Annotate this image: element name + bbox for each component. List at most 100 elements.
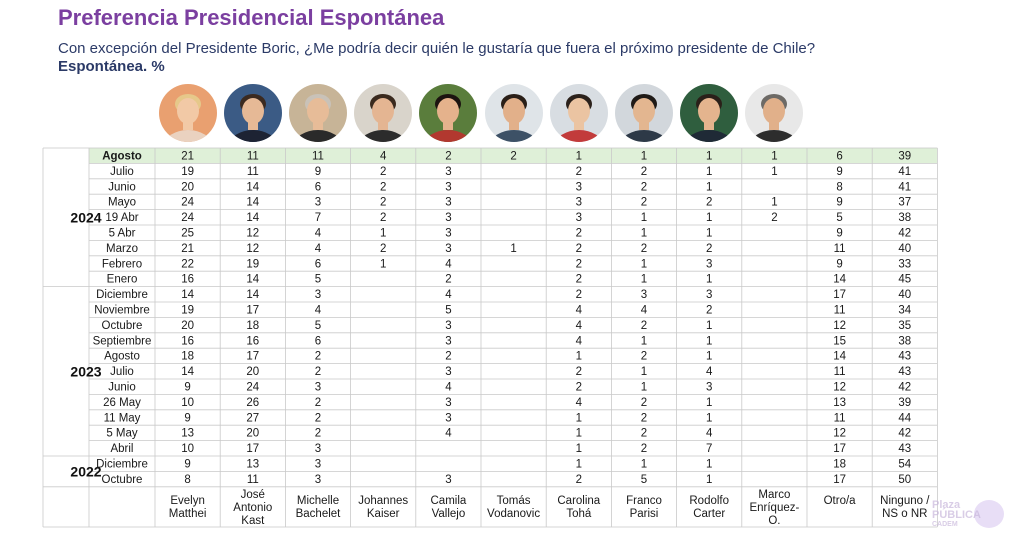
year-label-2022: 2022: [70, 463, 101, 479]
table-cell: 1: [641, 366, 647, 378]
row-label: 19 Abr: [105, 212, 138, 224]
column-label: Ninguno /: [880, 495, 930, 507]
table-cell: 4: [315, 228, 322, 240]
table-cell: 50: [898, 474, 911, 486]
table-cell: 13: [833, 397, 846, 409]
table-cell: 2: [706, 243, 712, 255]
table-cell: 1: [641, 151, 647, 163]
row-label: Diciembre: [96, 289, 148, 301]
table-cell: 43: [898, 351, 911, 363]
table-cell: 15: [833, 335, 846, 347]
table-cell: 1: [706, 212, 712, 224]
table-cell: 6: [315, 258, 321, 270]
table-cell: 9: [836, 166, 842, 178]
table-cell: 1: [706, 181, 712, 193]
table-cell: 42: [898, 428, 911, 440]
table-cell: 3: [445, 181, 451, 193]
table-cell: 5: [315, 320, 321, 332]
table-cell: 14: [246, 181, 259, 193]
table-cell: 13: [246, 459, 259, 471]
table-cell: 19: [246, 258, 259, 270]
table-cell: 11: [834, 412, 846, 424]
table-cell: 2: [641, 351, 647, 363]
table-cell: 4: [706, 428, 713, 440]
table-cell: 4: [576, 397, 583, 409]
row-label: 5 May: [106, 428, 138, 440]
table-cell: 4: [576, 305, 583, 317]
table-cell: 24: [181, 197, 194, 209]
table-cell: 11: [247, 474, 259, 486]
table-cell: 1: [576, 351, 582, 363]
column-label: Antonio: [233, 502, 272, 514]
column-label: NS o NR: [882, 508, 927, 520]
row-label: Mayo: [108, 197, 136, 209]
table-cell: 20: [246, 428, 259, 440]
table-cell: 24: [246, 382, 259, 394]
column-label: Rodolfo: [689, 495, 729, 507]
table-cell: 3: [706, 258, 712, 270]
table-cell: 1: [510, 243, 516, 255]
table-cell: 12: [246, 228, 259, 240]
table-cell: 3: [445, 335, 451, 347]
table-cell: 2: [576, 474, 582, 486]
table-cell: 2: [380, 181, 386, 193]
column-label: Carter: [693, 508, 725, 520]
table-cell: 3: [315, 289, 321, 301]
table-cell: 19: [181, 305, 194, 317]
table-cell: 2: [315, 412, 321, 424]
row-label: Noviembre: [94, 305, 150, 317]
table-cell: 2: [380, 243, 386, 255]
table-cell: 21: [181, 151, 194, 163]
table-cell: 6: [836, 151, 842, 163]
table-cell: 1: [771, 197, 777, 209]
column-label: Matthei: [169, 508, 207, 520]
table-cell: 2: [380, 166, 386, 178]
table-cell: 11: [247, 151, 259, 163]
table-cell: 3: [315, 197, 321, 209]
table-cell: 1: [771, 166, 777, 178]
table-cell: 1: [576, 412, 582, 424]
table-cell: 1: [641, 459, 647, 471]
table-cell: 37: [898, 197, 911, 209]
table-cell: 39: [898, 397, 911, 409]
table-cell: 2: [576, 382, 582, 394]
table-cell: 9: [836, 258, 842, 270]
table-cell: 5: [315, 274, 321, 286]
table-cell: 2: [576, 289, 582, 301]
table-cell: 17: [246, 351, 259, 363]
table-cell: 12: [833, 320, 846, 332]
table-cell: 14: [181, 289, 194, 301]
portrait-icon: [680, 84, 739, 142]
table-cell: 8: [836, 181, 842, 193]
row-label: 26 May: [103, 397, 141, 409]
table-cell: 3: [445, 197, 451, 209]
table-cell: 10: [181, 443, 194, 455]
table-cell: 21: [181, 243, 194, 255]
table-cell: 1: [706, 151, 712, 163]
column-label: Michelle: [297, 495, 339, 507]
row-label: 11 May: [104, 412, 141, 424]
table-cell: 17: [833, 289, 846, 301]
table-cell: 3: [445, 474, 451, 486]
table-cell: 14: [833, 274, 846, 286]
table-cell: 19: [181, 166, 194, 178]
table-cell: 14: [246, 212, 259, 224]
table-cell: 2: [641, 443, 647, 455]
table-cell: 40: [898, 289, 911, 301]
table-cell: 3: [445, 397, 451, 409]
table-cell: 3: [576, 181, 582, 193]
portrait-icon: [745, 84, 804, 142]
table-cell: 2: [510, 151, 516, 163]
table-cell: 2: [641, 243, 647, 255]
table-cell: 1: [706, 166, 712, 178]
row-label: Agosto: [102, 151, 142, 163]
table-cell: 16: [181, 274, 194, 286]
column-label: Marco: [758, 489, 790, 501]
table-cell: 5: [445, 305, 451, 317]
table-cell: 2: [641, 412, 647, 424]
table-cell: 11: [312, 151, 324, 163]
table-cell: 1: [641, 212, 647, 224]
table-cell: 14: [246, 274, 259, 286]
table-cell: 9: [315, 166, 321, 178]
